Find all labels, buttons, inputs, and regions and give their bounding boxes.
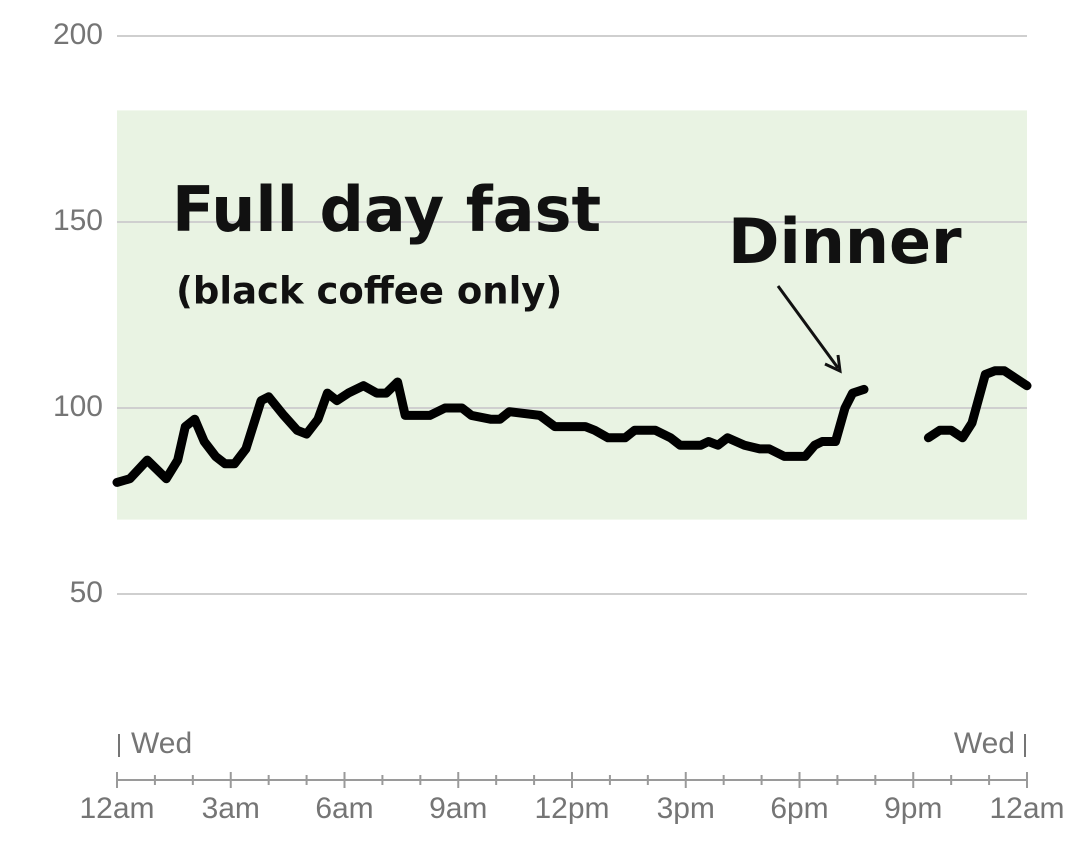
arrow-head: [824, 354, 842, 374]
x-tick-label: 9pm: [884, 792, 942, 825]
annotation-title: Full day fast: [172, 173, 601, 246]
target-range: [117, 110, 1027, 520]
y-tick-label: 100: [53, 390, 103, 423]
x-tick-label: 6am: [315, 792, 373, 825]
x-tick-label: 9am: [429, 792, 487, 825]
background-layer: [117, 35, 1027, 595]
y-tick-label: 150: [53, 204, 103, 237]
annotation-subtitle: (black coffee only): [176, 270, 562, 313]
y-tick-label: 50: [70, 576, 103, 609]
y-tick-label: 200: [53, 18, 103, 51]
x-tick-label: 3am: [202, 792, 260, 825]
x-tick-label: 3pm: [657, 792, 715, 825]
x-tick-label: 12am: [79, 792, 154, 825]
annotation-dinner: Dinner: [728, 205, 962, 278]
day-label: Wed: [954, 727, 1015, 760]
x-tick-label: 12pm: [534, 792, 609, 825]
glucose-line: [112, 366, 1032, 487]
arrow: [776, 285, 842, 374]
arrow-shaft: [776, 285, 840, 369]
x-tick-label: 12am: [989, 792, 1064, 825]
day-label: Wed: [131, 727, 192, 760]
x-tick-label: 6pm: [770, 792, 828, 825]
